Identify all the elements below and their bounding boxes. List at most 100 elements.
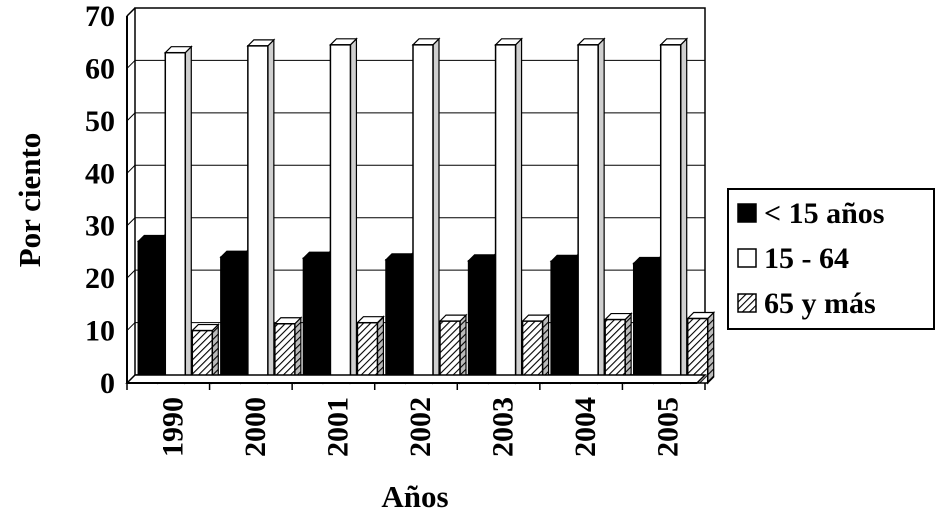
bar: [467, 253, 497, 385]
bar-side: [653, 256, 661, 385]
gridline-depth: [126, 164, 136, 174]
bar-front: [467, 260, 490, 384]
bar: [301, 250, 331, 385]
bar-front: [686, 317, 709, 384]
legend-label: < 15 años: [764, 197, 884, 230]
bar-side: [570, 253, 578, 385]
bar: [659, 37, 689, 385]
bar-side: [322, 250, 331, 385]
bar: [273, 316, 303, 385]
bar: [136, 233, 166, 385]
bar-side: [541, 313, 550, 385]
bar: [576, 37, 606, 385]
bar-front: [220, 256, 242, 384]
bar-side: [405, 252, 413, 385]
bar-side: [157, 233, 165, 385]
bar-front: [604, 318, 626, 384]
bar-front: [385, 259, 407, 384]
bar: [384, 252, 414, 385]
y-tick-label: 70: [85, 0, 115, 33]
y-tick-label: 40: [85, 157, 115, 190]
bar: [246, 38, 276, 385]
bar: [163, 45, 193, 385]
axes: [125, 7, 707, 390]
legend-label: 65 y más: [764, 287, 876, 320]
gridline-depth: [126, 269, 136, 279]
bar-side: [432, 37, 440, 385]
x-tick-labels: 1990 2000 2001 2002 2003 2004 2005: [156, 397, 684, 457]
y-tick-label: 10: [85, 315, 115, 348]
bar: [632, 256, 662, 385]
bar-front: [550, 260, 572, 384]
bar-side: [211, 323, 219, 385]
x-tick-label: 2003: [487, 397, 520, 457]
x-tick-label: 2002: [404, 397, 437, 457]
bar: [494, 37, 524, 385]
bar-side: [459, 313, 467, 385]
y-tick-labels: 0 10 20 30 40 50 60 70: [85, 0, 115, 400]
y-tick-label: 20: [85, 262, 115, 295]
bar-front: [494, 44, 517, 384]
legend-label: 15 - 64: [764, 242, 849, 275]
bar: [603, 312, 633, 385]
bar-front: [247, 45, 269, 384]
bar-front: [659, 44, 682, 384]
bar-side: [240, 249, 248, 385]
bar-front: [329, 44, 352, 384]
bar-front: [439, 320, 461, 384]
y-tick-label: 30: [85, 210, 115, 243]
bar: [355, 315, 385, 385]
y-tick-label: 50: [85, 105, 115, 138]
legend-swatch: [737, 248, 757, 268]
bar-front: [521, 320, 544, 384]
gridline-depth: [126, 112, 136, 122]
gridline-depth: [126, 322, 136, 331]
gridline-depth: [126, 217, 136, 227]
x-axis-label: Años: [381, 479, 448, 510]
y-axis-label: Por ciento: [12, 133, 47, 268]
y-axis-depth: [126, 7, 136, 17]
y-tick-label: 0: [100, 367, 115, 400]
legend-swatch: [737, 293, 757, 313]
bar-side: [680, 37, 688, 385]
x-tick-label: 2000: [239, 397, 272, 457]
bar-side: [597, 37, 605, 385]
bar-front: [632, 262, 655, 384]
bar-side: [487, 253, 496, 385]
x-tick-label: 1990: [156, 397, 189, 457]
bar: [438, 313, 468, 385]
bar-front: [412, 44, 434, 384]
bar-front: [137, 240, 160, 384]
bar: [190, 323, 220, 385]
bar: [549, 253, 579, 385]
x-tick-label: 2005: [652, 397, 685, 457]
bars-group: [136, 37, 716, 385]
bar-side: [349, 37, 358, 385]
bar-front: [302, 257, 325, 384]
bar: [328, 37, 358, 385]
x-tick-label: 2004: [569, 397, 602, 457]
legend-swatch: [737, 203, 757, 223]
bar-front: [356, 321, 379, 384]
bar-side: [514, 37, 523, 385]
gridline-depth: [126, 60, 136, 69]
bar-side: [294, 316, 302, 385]
bar-front: [274, 323, 296, 384]
bar: [686, 311, 716, 385]
floor: [125, 374, 707, 384]
bar-front: [164, 51, 187, 384]
legend-box: [727, 188, 935, 330]
bar-side: [184, 45, 192, 385]
bar: [411, 37, 441, 385]
bar-side: [624, 312, 632, 385]
legend: < 15 años 15 - 64 65 y más: [727, 188, 935, 330]
bar: [219, 249, 249, 385]
bar-side: [376, 315, 385, 385]
y-tick-label: 60: [85, 52, 115, 85]
x-tick-label: 2001: [321, 397, 354, 457]
bar-front: [577, 44, 599, 384]
bar-side: [267, 38, 275, 385]
bar-side: [707, 311, 715, 385]
bar: [521, 313, 551, 385]
